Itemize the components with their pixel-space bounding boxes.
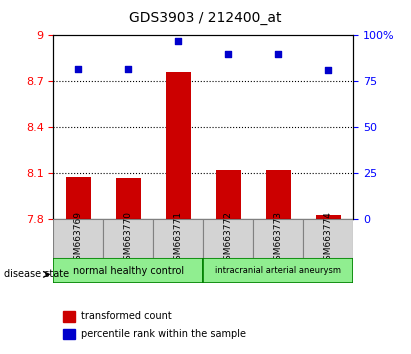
Bar	[62, 329, 75, 339]
Text: GSM663774: GSM663774	[324, 211, 333, 267]
Text: disease state: disease state	[4, 269, 69, 279]
Bar	[62, 311, 75, 321]
Bar	[216, 170, 241, 219]
Point	[325, 68, 332, 73]
Text: GSM663772: GSM663772	[224, 211, 233, 267]
Point	[175, 38, 182, 44]
Text: GDS3903 / 212400_at: GDS3903 / 212400_at	[129, 11, 282, 25]
Text: GSM663773: GSM663773	[274, 211, 283, 267]
Bar	[116, 178, 141, 219]
Point	[275, 51, 282, 57]
Text: GSM663769: GSM663769	[74, 211, 83, 267]
Point	[125, 66, 132, 72]
FancyBboxPatch shape	[254, 219, 303, 258]
FancyBboxPatch shape	[104, 219, 153, 258]
FancyBboxPatch shape	[53, 219, 104, 258]
Text: percentile rank within the sample: percentile rank within the sample	[81, 329, 246, 339]
Bar	[166, 72, 191, 219]
FancyBboxPatch shape	[203, 258, 353, 283]
FancyBboxPatch shape	[203, 219, 254, 258]
FancyBboxPatch shape	[303, 219, 353, 258]
Point	[75, 66, 82, 72]
FancyBboxPatch shape	[53, 258, 203, 283]
Text: transformed count: transformed count	[81, 311, 172, 321]
Bar	[66, 177, 91, 219]
Text: intracranial arterial aneurysm: intracranial arterial aneurysm	[215, 266, 342, 275]
Text: normal healthy control: normal healthy control	[73, 266, 184, 276]
Text: GSM663770: GSM663770	[124, 211, 133, 267]
Point	[225, 51, 232, 57]
Bar	[266, 170, 291, 219]
Text: GSM663771: GSM663771	[174, 211, 183, 267]
Bar	[316, 215, 341, 219]
FancyBboxPatch shape	[153, 219, 203, 258]
